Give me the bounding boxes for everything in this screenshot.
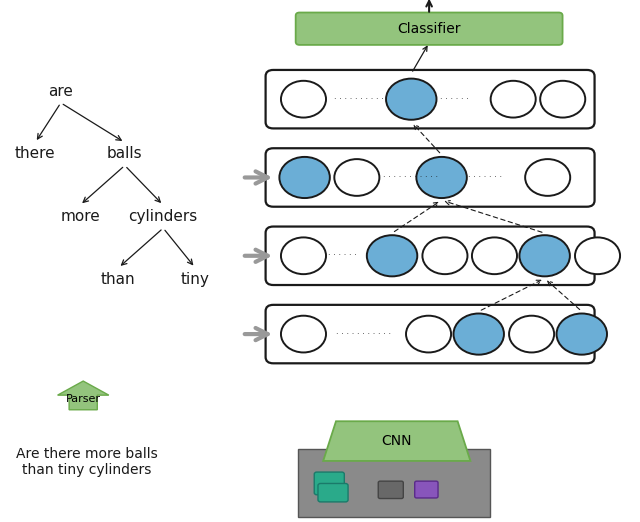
- Text: CNN: CNN: [381, 434, 412, 448]
- Circle shape: [520, 235, 570, 276]
- Polygon shape: [58, 381, 109, 410]
- Circle shape: [472, 238, 517, 274]
- Circle shape: [575, 238, 620, 274]
- Circle shape: [525, 159, 570, 196]
- Text: Are there more balls
than tiny cylinders: Are there more balls than tiny cylinders: [15, 447, 157, 477]
- Text: tiny: tiny: [180, 272, 210, 287]
- Circle shape: [281, 238, 326, 274]
- FancyBboxPatch shape: [318, 483, 348, 502]
- Circle shape: [557, 314, 607, 354]
- Circle shape: [281, 316, 326, 352]
- FancyBboxPatch shape: [266, 148, 595, 207]
- FancyBboxPatch shape: [266, 305, 595, 363]
- Text: are: are: [49, 84, 73, 99]
- Text: more: more: [60, 209, 100, 224]
- Text: than: than: [101, 272, 136, 287]
- Circle shape: [406, 316, 451, 352]
- Circle shape: [367, 235, 417, 276]
- Text: · · · · · · · · · ·: · · · · · · · · · ·: [334, 94, 384, 104]
- Circle shape: [540, 81, 585, 117]
- Text: · · · · · · · · · · ·: · · · · · · · · · · ·: [383, 173, 438, 182]
- Circle shape: [509, 316, 554, 352]
- Text: Classifier: Classifier: [397, 22, 461, 35]
- Circle shape: [386, 79, 436, 120]
- Circle shape: [422, 238, 467, 274]
- Text: balls: balls: [107, 147, 143, 161]
- Circle shape: [417, 157, 467, 198]
- Circle shape: [491, 81, 536, 117]
- Text: cylinders: cylinders: [129, 209, 198, 224]
- FancyBboxPatch shape: [314, 472, 344, 495]
- Text: · · · · · ·: · · · · · ·: [440, 94, 469, 104]
- FancyBboxPatch shape: [296, 13, 563, 45]
- FancyBboxPatch shape: [378, 481, 403, 499]
- FancyBboxPatch shape: [266, 70, 595, 128]
- Text: · · · · · · ·: · · · · · · ·: [468, 173, 502, 182]
- Bar: [298, 449, 490, 517]
- Text: · · · · · · · · · · ·: · · · · · · · · · · ·: [335, 329, 390, 339]
- Circle shape: [281, 81, 326, 117]
- Text: · · · · · ·: · · · · · ·: [328, 251, 357, 260]
- Text: there: there: [15, 147, 56, 161]
- Circle shape: [334, 159, 380, 196]
- FancyBboxPatch shape: [415, 481, 438, 498]
- Circle shape: [280, 157, 330, 198]
- Text: Parser: Parser: [66, 394, 100, 404]
- Polygon shape: [323, 421, 470, 461]
- FancyBboxPatch shape: [266, 227, 595, 285]
- Circle shape: [454, 314, 504, 354]
